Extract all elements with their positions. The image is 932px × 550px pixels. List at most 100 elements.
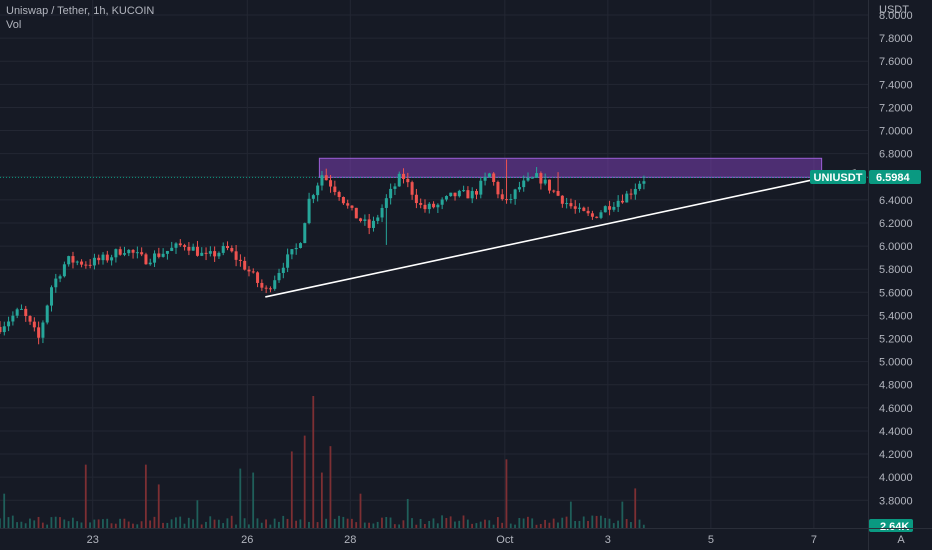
volume-bar [363, 522, 366, 528]
candle-body [457, 190, 461, 197]
candle-body [487, 173, 491, 178]
volume-bar [320, 472, 323, 528]
volume-bar [157, 484, 160, 528]
volume-bar [475, 523, 478, 528]
candle-body [371, 220, 375, 228]
candle-body [595, 216, 599, 218]
volume-bar [325, 518, 328, 528]
volume-bar [316, 522, 319, 528]
candle-body [24, 308, 28, 317]
price-tick-label: 4.8000 [879, 380, 913, 392]
time-axis[interactable]: 23 26 28 Oct 3 5 7 A [0, 528, 932, 547]
candle-body [54, 278, 58, 288]
symbol-title[interactable]: Uniswap / Tether, 1h, KUCOIN [6, 5, 155, 17]
auto-scale-button[interactable]: A [897, 534, 905, 546]
candle-body [423, 204, 427, 210]
candle-body [153, 253, 157, 263]
candle-body [187, 246, 191, 251]
candle-body [367, 219, 371, 228]
volume-bar [492, 524, 495, 528]
volume-bar [552, 518, 555, 528]
candle-body [303, 223, 307, 244]
candle-body [256, 272, 260, 283]
candle-body [221, 246, 225, 253]
last-price-tag[interactable] [869, 169, 921, 184]
candle-body [397, 173, 401, 187]
volume-bar [501, 522, 504, 528]
price-tick-label: 6.4000 [879, 195, 913, 207]
candle-body [273, 280, 277, 289]
volume-bar [582, 516, 585, 528]
volume-bar [299, 519, 302, 528]
candle-body [32, 321, 36, 328]
volume-bar [346, 518, 349, 528]
candle-body [84, 264, 88, 266]
volume-bar [50, 517, 53, 528]
volume-bar [355, 522, 358, 528]
candle-body [556, 191, 560, 196]
price-tick-label: 7.4000 [879, 79, 913, 91]
candle-body [290, 249, 294, 255]
candle-body [638, 183, 642, 189]
candle-body [479, 180, 483, 195]
volume-bar [578, 520, 581, 528]
volume-bar [183, 523, 186, 528]
volume-bar [342, 516, 345, 528]
drawings[interactable] [0, 157, 868, 178]
price-tick-label: 5.4000 [879, 310, 913, 322]
volume-bar [505, 459, 508, 528]
volume-bar [196, 500, 199, 528]
volume-bar [97, 519, 100, 528]
candle-body [191, 246, 195, 251]
price-tick-label: 7.8000 [879, 33, 913, 45]
resistance-zone-rectangle[interactable] [318, 157, 823, 178]
candle-body [612, 206, 616, 210]
volume-bar [591, 515, 594, 528]
volume-bar [329, 446, 332, 528]
volume-bar [140, 521, 143, 528]
volume-bar [574, 520, 577, 528]
price-tick-label: 3.8000 [879, 495, 913, 507]
price-tick-label: 4.0000 [879, 472, 913, 484]
volume-bar [93, 519, 96, 528]
candle-body [513, 189, 517, 199]
volume-bar [71, 517, 74, 528]
candle-body [15, 309, 19, 316]
candle-body [414, 194, 418, 204]
candle-body [530, 177, 534, 179]
volume-bar [539, 523, 542, 528]
candle-body [492, 173, 496, 182]
volume-bar [488, 520, 491, 528]
volume-bar [565, 516, 568, 528]
candle-body [92, 257, 96, 266]
candle-body [144, 254, 148, 265]
volume-bar [89, 522, 91, 528]
volume-bar [312, 396, 315, 528]
candle-body [539, 173, 543, 184]
candle-body [37, 327, 41, 338]
volume-bar [548, 522, 551, 528]
volume-bar [630, 522, 632, 528]
volume-bar [20, 521, 23, 528]
candle-body [466, 190, 470, 199]
candles [0, 159, 646, 345]
volume-bar [625, 519, 628, 528]
ascending-trendline[interactable] [265, 177, 822, 298]
volume-bar [144, 464, 147, 528]
grid [0, 0, 868, 528]
volume-bar [102, 519, 104, 528]
price-tick-label: 4.4000 [879, 426, 913, 438]
overlay-drawings[interactable]: UNIUSDT [265, 169, 866, 298]
volume-bar [351, 518, 353, 528]
candle-body [226, 246, 230, 249]
candle-body [178, 243, 182, 246]
volume-bar [33, 520, 36, 528]
volume-bar [338, 515, 340, 528]
candle-body [110, 257, 114, 261]
candle-body [80, 261, 84, 265]
volume-bar [170, 519, 173, 528]
symbol-label-tag[interactable] [810, 169, 866, 184]
volume-bar [522, 518, 525, 528]
volume-indicator-label[interactable]: Vol [6, 19, 22, 31]
